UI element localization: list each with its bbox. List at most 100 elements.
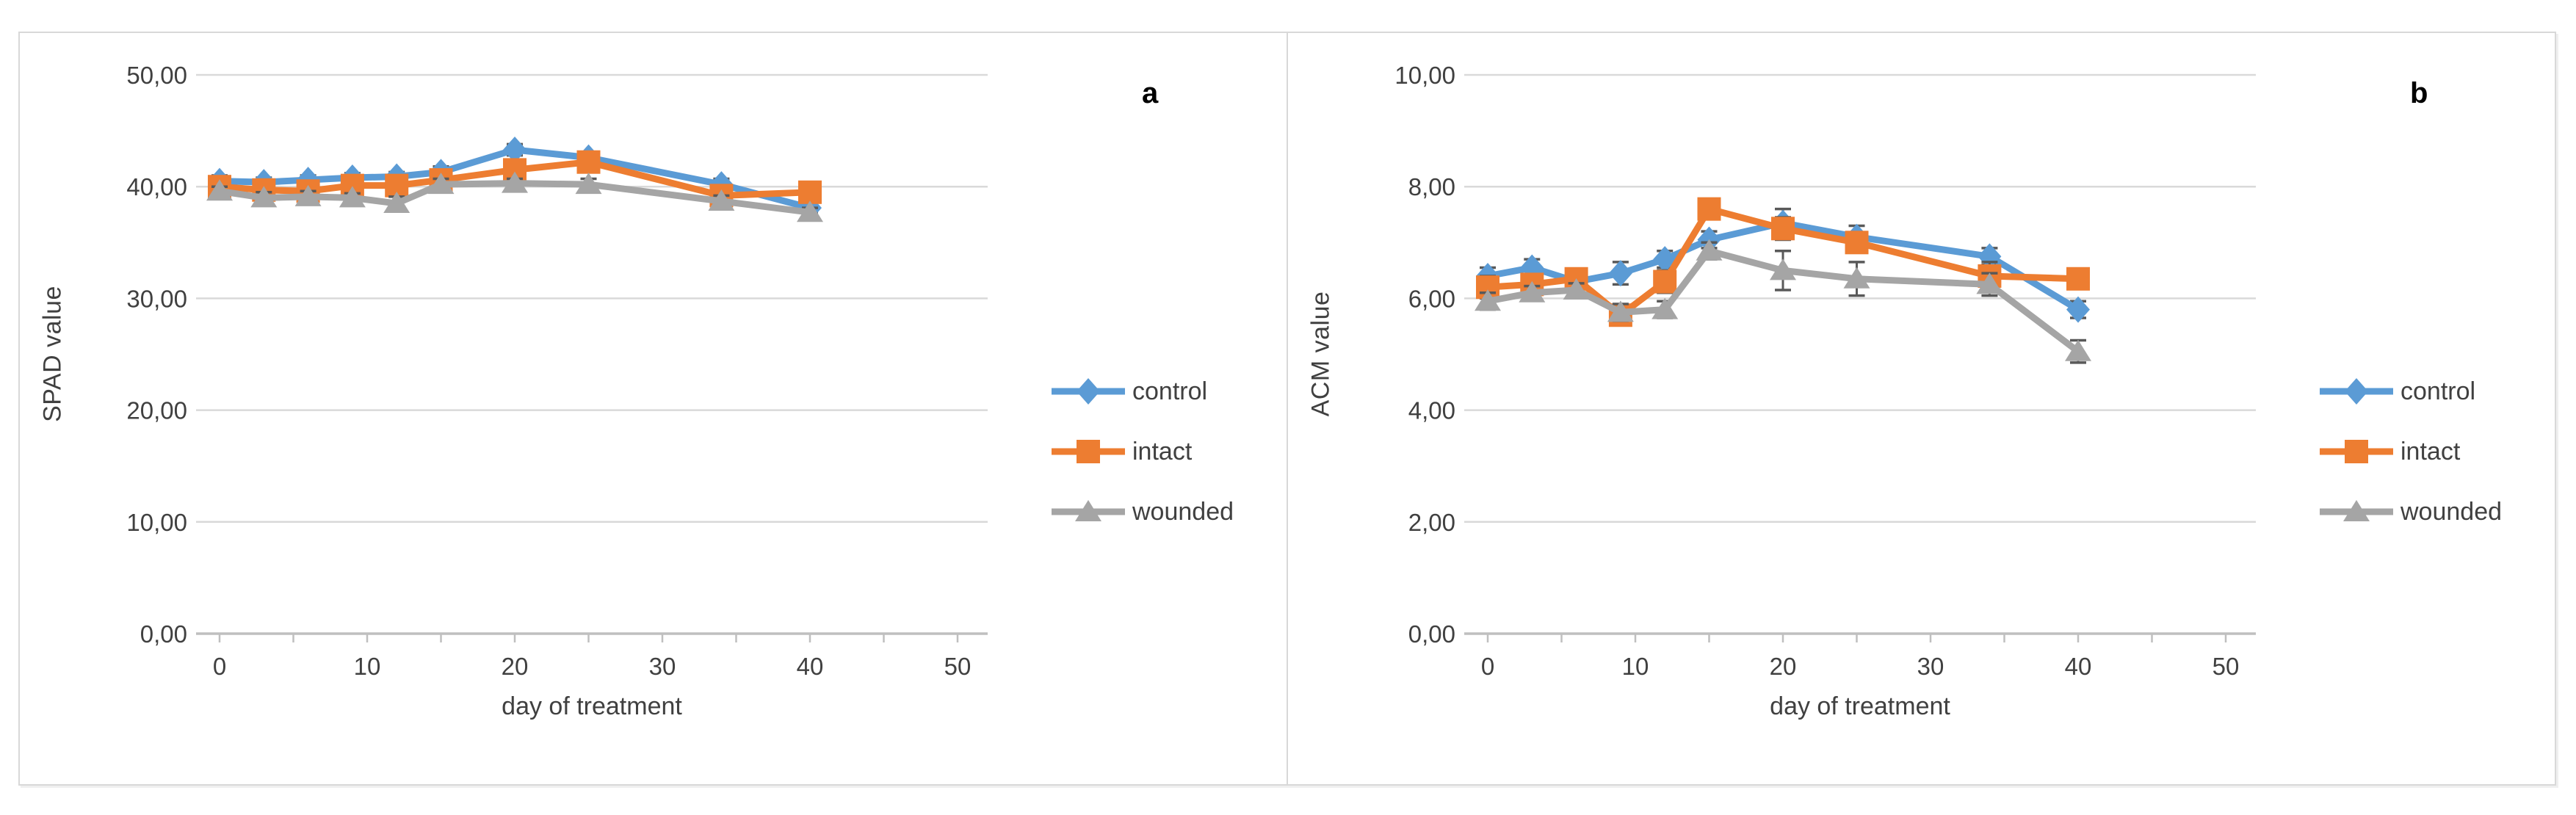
diamond-legend-swatch-icon (2320, 378, 2393, 405)
y-tick-label: 20,00 (126, 397, 187, 424)
triangle-marker (1651, 297, 1679, 319)
square-marker (1771, 217, 1795, 241)
triangle-marker (1696, 239, 1723, 261)
triangle-marker (1976, 272, 2003, 294)
square-marker (2345, 440, 2368, 463)
x-tick-label: 10 (1622, 653, 1649, 680)
triangle-marker (1607, 300, 1634, 322)
x-tick-label: 0 (213, 653, 226, 680)
series-wounded (1475, 239, 2091, 364)
triangle-marker (1519, 280, 1546, 303)
y-tick-label: 4,00 (1408, 397, 1455, 424)
diamond-legend-swatch-icon (1052, 378, 1125, 405)
square-marker (798, 180, 822, 204)
x-tick-labels: 0 10 20 30 40 50 (1481, 653, 2240, 680)
square-legend-swatch-icon (1052, 440, 1125, 463)
square-marker (1697, 197, 1721, 221)
x-tick-label: 30 (649, 653, 676, 680)
square-marker (576, 150, 601, 174)
x-axis-title: day of treatment (1770, 692, 1950, 720)
series-control-line (216, 146, 814, 211)
diamond-marker (1077, 378, 1100, 405)
legend-item-control: control (1052, 377, 1234, 406)
panel-a: 0,00 10,00 20,00 30,00 40,00 50,00 0 10 20 30 40 50… (20, 33, 1288, 784)
x-tick-label: 40 (2065, 653, 2092, 680)
panel-b: 0,00 2,00 4,00 6,00 8,00 10,00 0 10 20 30 40 50 ACM… (1288, 33, 2553, 784)
y-tick-labels: 0,00 10,00 20,00 30,00 40,00 50,00 (126, 62, 187, 648)
legend-label: control (1132, 377, 1208, 405)
square-marker (1077, 440, 1100, 463)
triangle-marker (206, 179, 233, 201)
series-wounded (206, 171, 823, 222)
y-tick-label: 6,00 (1408, 285, 1455, 312)
y-tick-label: 8,00 (1408, 173, 1455, 200)
chart-b-plot: 0,00 2,00 4,00 6,00 8,00 10,00 0 10 20 30 40 50 (1394, 62, 2256, 680)
x-axis (1464, 632, 2256, 642)
series-intact-line (216, 159, 814, 199)
y-tick-label: 50,00 (126, 62, 187, 89)
triangle-marker (1563, 278, 1590, 300)
figure-frame: 0,00 10,00 20,00 30,00 40,00 50,00 0 10 20 30 40 50… (18, 32, 2556, 786)
y-axis-title: ACM value (1306, 291, 1335, 417)
gridlines (196, 73, 988, 524)
triangle-legend-swatch-icon (2320, 500, 2393, 521)
x-tick-label: 10 (354, 653, 381, 680)
square-marker (1845, 231, 1869, 255)
triangle-marker (575, 173, 602, 195)
x-tick-label: 20 (502, 653, 529, 680)
x-tick-label: 20 (1770, 653, 1797, 680)
series-wounded-markers (1475, 239, 2091, 361)
legend-label: control (2400, 377, 2476, 405)
y-axis-title: SPAD value (38, 286, 67, 422)
y-tick-label: 0,00 (1408, 620, 1455, 648)
legend-item-intact: intact (1052, 437, 1234, 466)
triangle-marker (2343, 500, 2370, 521)
x-tick-label: 50 (944, 653, 972, 680)
y-tick-label: 10,00 (126, 509, 187, 536)
triangle-legend-swatch-icon (1052, 500, 1125, 521)
y-tick-labels: 0,00 2,00 4,00 6,00 8,00 10,00 (1394, 62, 1455, 648)
square-legend-swatch-icon (2320, 440, 2393, 463)
legend-label: intact (1132, 437, 1193, 466)
triangle-marker (1770, 258, 1796, 280)
legend-a: control intact wounded (1052, 377, 1234, 526)
panel-label-a: a (1142, 77, 1159, 109)
triangle-marker (427, 173, 455, 195)
legend-item-wounded: wounded (1052, 497, 1234, 526)
diamond-marker (1608, 260, 1632, 287)
triangle-marker (2065, 339, 2091, 361)
panel-label-b: b (2410, 77, 2428, 109)
y-tick-label: 10,00 (1394, 62, 1455, 89)
y-tick-label: 2,00 (1408, 509, 1455, 536)
series-wounded-line (1484, 247, 2082, 355)
legend-item-wounded: wounded (2320, 497, 2502, 526)
triangle-marker (1075, 500, 1101, 521)
chart-a-plot: 0,00 10,00 20,00 30,00 40,00 50,00 0 10 20 30 40 50 (126, 62, 988, 680)
triangle-marker (1475, 289, 1501, 311)
series-wounded-markers (206, 171, 823, 222)
legend-item-control: control (2320, 377, 2502, 406)
triangle-marker (383, 192, 410, 214)
x-tick-label: 0 (1481, 653, 1494, 680)
x-axis-title: day of treatment (502, 692, 682, 720)
triangle-marker (708, 189, 735, 211)
legend-item-intact: intact (2320, 437, 2502, 466)
triangle-marker (339, 186, 366, 208)
series-wounded-line (216, 180, 814, 216)
legend-label: wounded (1132, 497, 1234, 526)
x-tick-label: 50 (2213, 653, 2240, 680)
series-intact-line (1484, 206, 2082, 319)
legend-b: control intact wounded (2320, 377, 2502, 526)
triangle-marker (294, 184, 322, 206)
diamond-marker (2066, 296, 2090, 323)
legend-label: wounded (2400, 497, 2503, 526)
x-axis (196, 632, 988, 642)
legend-label: intact (2400, 437, 2461, 466)
x-tick-label: 30 (1917, 653, 1944, 680)
y-tick-label: 40,00 (126, 173, 187, 200)
triangle-marker (250, 186, 278, 208)
triangle-marker (502, 171, 528, 193)
square-marker (1653, 269, 1677, 294)
square-marker (2066, 267, 2090, 291)
diamond-marker (2345, 378, 2368, 405)
